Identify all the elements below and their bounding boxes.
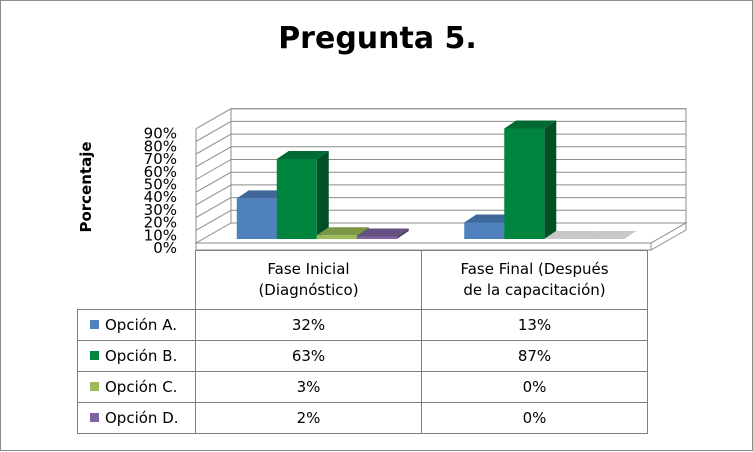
bar: [236, 198, 277, 239]
data-cell: 32%: [195, 309, 422, 341]
bar: [504, 128, 545, 239]
table-row: Opción D. 2% 0%: [77, 402, 648, 434]
gridline-side: [195, 108, 232, 130]
data-table-corner: [77, 250, 196, 310]
legend-entry: Opción C.: [77, 371, 196, 403]
data-table: Fase Inicial (Diagnóstico) Fase Final (D…: [77, 250, 648, 434]
gridline-side: [195, 197, 232, 219]
bar-top: [356, 228, 409, 237]
category-label-line: Fase Final (Después: [460, 260, 609, 278]
legend-swatch: [90, 351, 99, 360]
category-header: Fase Final (Después de la capacitación): [421, 250, 648, 310]
gridline-side: [195, 120, 232, 142]
y-tick-label: 40%: [144, 188, 177, 206]
bar-side: [396, 228, 409, 239]
table-row: Opción C. 3% 0%: [77, 371, 648, 403]
legend-entry: Opción A.: [77, 309, 196, 341]
data-cell: 3%: [195, 371, 422, 403]
legend-swatch: [90, 382, 99, 391]
category-label-line: de la capacitación): [463, 281, 606, 299]
bar-zero: [584, 231, 637, 239]
legend-entry: Opción B.: [77, 340, 196, 372]
category-header: Fase Inicial (Diagnóstico): [195, 250, 422, 310]
bar: [316, 235, 357, 239]
bar-zero: [544, 231, 597, 239]
y-tick-label: 30%: [144, 201, 177, 219]
gridline-side: [195, 209, 232, 231]
y-tick-label: 60%: [144, 163, 177, 181]
gridline-side: [195, 184, 232, 206]
bar-top: [236, 190, 289, 199]
y-tick-label: 20%: [144, 214, 177, 232]
bar-side: [316, 150, 329, 239]
data-cell: 0%: [421, 371, 648, 403]
bar-top: [276, 150, 329, 159]
legend-swatch: [90, 413, 99, 422]
bar-side: [544, 120, 557, 239]
data-cell: 13%: [421, 309, 648, 341]
y-tick-label: 80%: [144, 137, 177, 155]
y-tick-label: 10%: [144, 226, 177, 244]
table-row: Opción A. 32% 13%: [77, 309, 648, 341]
bar-top: [316, 227, 369, 236]
gridline-side: [195, 146, 232, 168]
gridline-side: [195, 159, 232, 180]
y-tick-label: 50%: [144, 176, 177, 194]
series-name: Opción D.: [105, 409, 179, 427]
chart-title: Pregunta 5.: [278, 21, 477, 56]
series-name: Opción A.: [105, 316, 177, 334]
legend-entry: Opción D.: [77, 402, 196, 434]
bar: [464, 222, 505, 239]
table-row: Opción B. 63% 87%: [77, 340, 648, 372]
bar: [276, 158, 317, 239]
y-tick-label: 90%: [144, 125, 177, 143]
gridline-side: [195, 133, 232, 155]
data-table-header-row: Fase Inicial (Diagnóstico) Fase Final (D…: [77, 250, 648, 310]
data-cell: 0%: [421, 402, 648, 434]
bar: [356, 236, 397, 239]
bar-top: [504, 120, 557, 129]
data-cell: 63%: [195, 340, 422, 372]
legend-swatch: [90, 320, 99, 329]
data-cell: 87%: [421, 340, 648, 372]
series-name: Opción B.: [105, 347, 178, 365]
bar-top: [464, 214, 517, 223]
floor-front: [195, 242, 652, 251]
floor-side: [650, 222, 687, 251]
gridline-side: [195, 171, 232, 193]
category-label-line: Fase Inicial: [267, 260, 350, 278]
y-tick-label: 70%: [144, 150, 177, 168]
category-label-line: (Diagnóstico): [258, 281, 359, 299]
data-cell: 2%: [195, 402, 422, 434]
series-name: Opción C.: [105, 378, 178, 396]
